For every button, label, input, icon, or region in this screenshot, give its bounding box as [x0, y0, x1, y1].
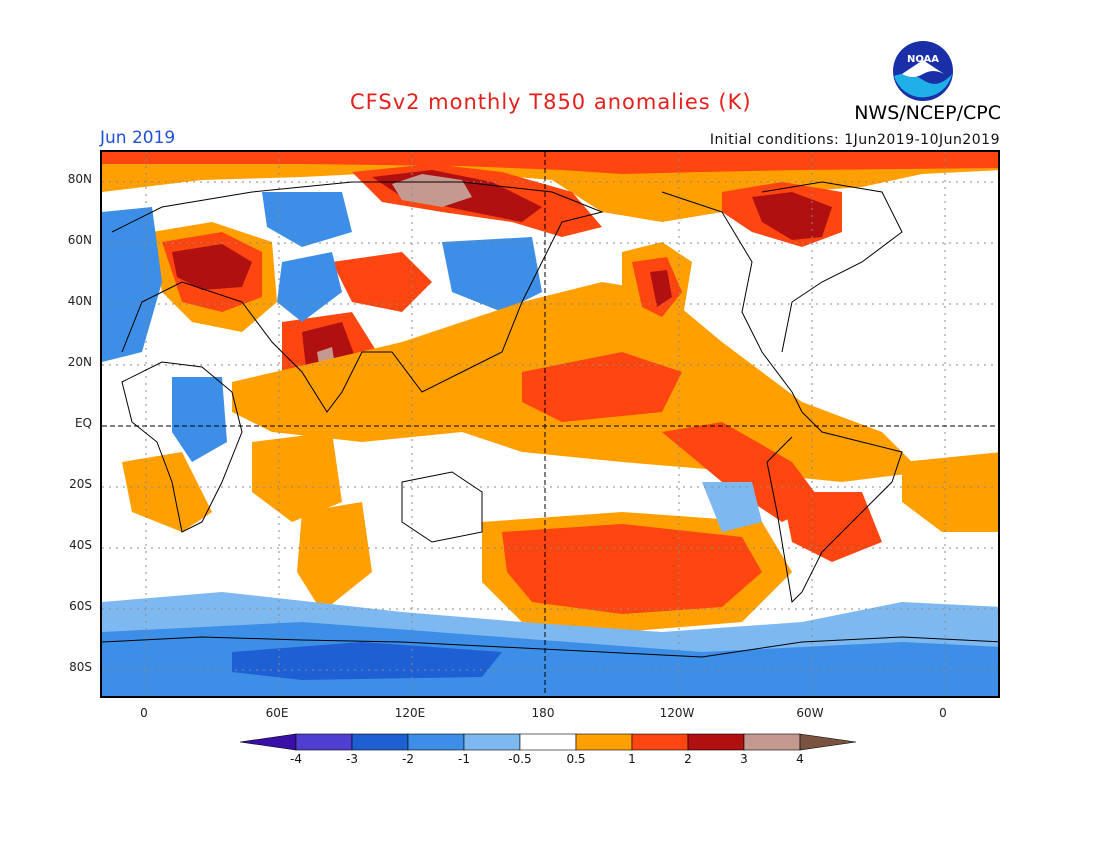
warm-region: [782, 492, 882, 562]
warm-region: [522, 352, 682, 422]
colorbar-segment: [575, 733, 633, 751]
warm-region: [902, 452, 998, 532]
colorbar-label: 4: [796, 752, 804, 766]
initial-conditions-label: Initial conditions: 1Jun2019-10Jun2019: [709, 132, 1000, 148]
warm-region: [662, 422, 822, 522]
anomaly-map: [100, 150, 1000, 698]
lat-label: 60N: [67, 233, 92, 247]
colorbar-segment: [295, 733, 353, 751]
colorbar-segment: [519, 733, 577, 751]
lat-label: 20S: [69, 477, 92, 491]
lon-label: 60E: [265, 706, 289, 720]
colorbar-label: -1: [458, 752, 470, 766]
warm-region: [502, 524, 762, 614]
lat-label: 80S: [69, 660, 92, 674]
reference-lines: [102, 152, 998, 696]
lon-label: 120E: [394, 706, 426, 720]
lon-label: 0: [140, 706, 148, 720]
lon-label: 60W: [796, 706, 824, 720]
colorbar-segment: [687, 733, 745, 751]
cool-region: [172, 377, 227, 462]
lat-label: 40N: [67, 294, 92, 308]
hot-region: [752, 192, 832, 240]
colorbar-segment: [463, 733, 521, 751]
hot-region: [172, 244, 252, 290]
org-label: NWS/NCEP/CPC: [854, 102, 1001, 124]
colorbar-segment: [631, 733, 689, 751]
colorbar: [240, 733, 857, 751]
cool-region: [702, 482, 762, 532]
warm-region: [297, 502, 372, 612]
lat-label: 80N: [67, 172, 92, 186]
colorbar-label: 3: [740, 752, 748, 766]
colorbar-label: -2: [402, 752, 414, 766]
coastlines: [102, 181, 998, 658]
cool-region: [442, 237, 542, 312]
colorbar-label: 2: [684, 752, 692, 766]
colorbar-label: 0.5: [566, 752, 586, 766]
warm-region: [122, 452, 212, 532]
lon-label: 180: [531, 706, 555, 720]
colorbar-label: -3: [346, 752, 358, 766]
cool-region: [102, 207, 162, 362]
colorbar-label: -4: [290, 752, 302, 766]
lat-label: 20N: [67, 355, 92, 369]
noaa-logo-icon: NOAA: [893, 41, 953, 101]
map-title: CFSv2 monthly T850 anomalies (K): [350, 90, 752, 114]
colorbar-label: 1: [628, 752, 636, 766]
lat-label: 40S: [69, 538, 92, 552]
colorbar-segment: [743, 733, 801, 751]
lat-label: 60S: [69, 599, 92, 613]
colorbar-label: -0.5: [508, 752, 532, 766]
month-label: Jun 2019: [100, 128, 176, 148]
warm-region: [252, 432, 342, 522]
lat-label: EQ: [74, 416, 92, 430]
hot-region: [650, 270, 672, 307]
cool-region: [262, 192, 352, 247]
logo-text: NOAA: [907, 54, 939, 65]
lon-label: 0: [939, 706, 947, 720]
cool-region: [277, 252, 342, 322]
colorbar-segment: [799, 733, 857, 751]
colorbar-segment: [407, 733, 465, 751]
colorbar-segment: [351, 733, 409, 751]
warm-region: [102, 152, 998, 174]
anomaly-map-svg: [102, 152, 998, 696]
warm-region: [332, 252, 432, 312]
colorbar-segment: [240, 733, 297, 751]
lon-label: 120W: [659, 706, 695, 720]
